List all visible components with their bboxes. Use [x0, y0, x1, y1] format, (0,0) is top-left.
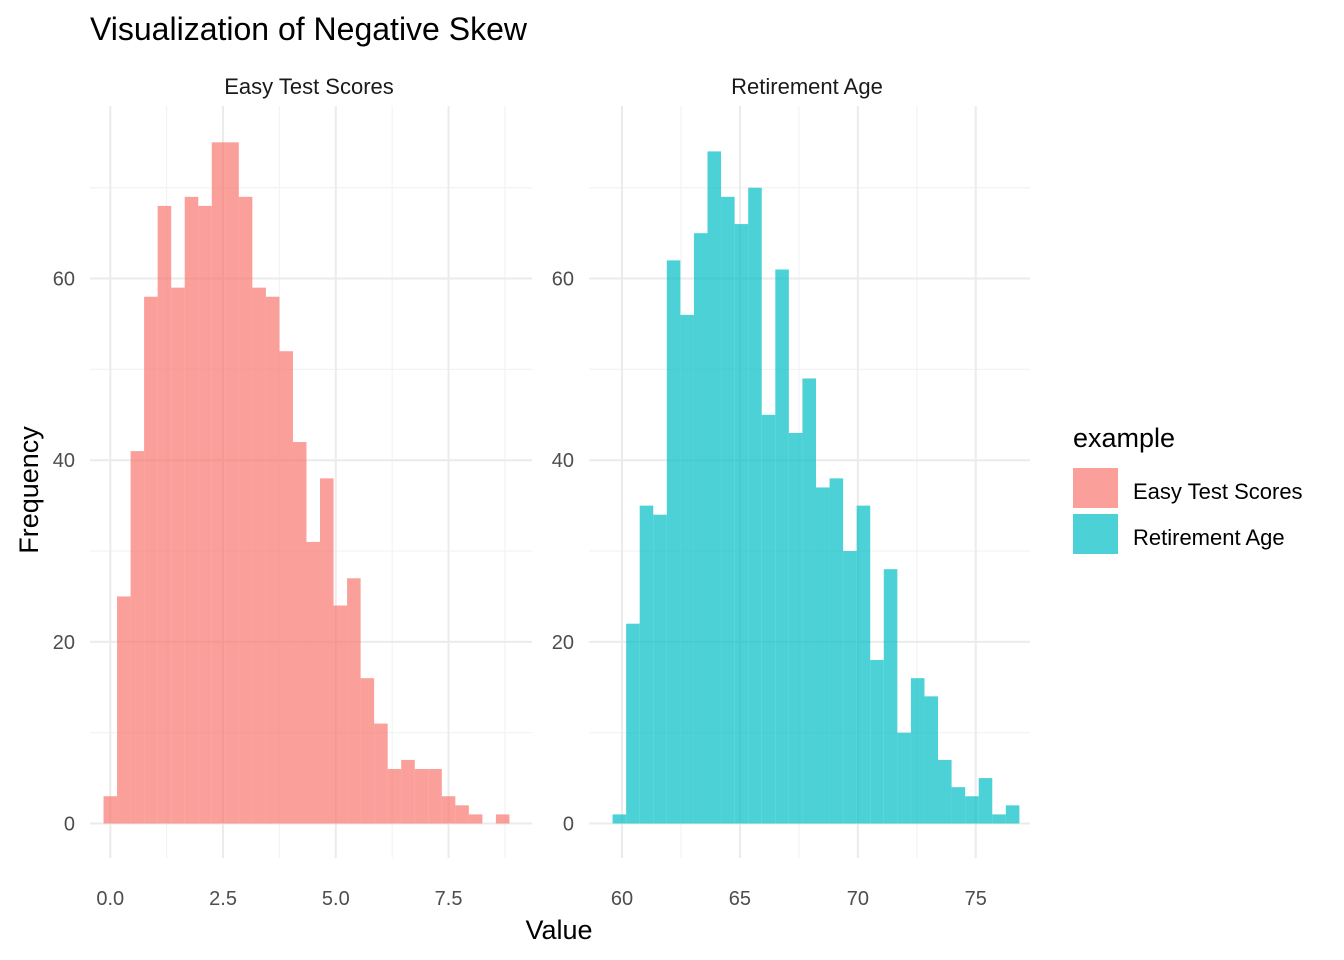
histogram-bar [666, 260, 681, 824]
histogram-bar [387, 768, 402, 824]
histogram-bar [211, 142, 226, 824]
histogram-bar [441, 796, 456, 824]
histogram-bar [225, 142, 239, 824]
histogram-bar [320, 478, 334, 824]
histogram-bar [157, 205, 172, 824]
histogram-bar [639, 505, 654, 824]
legend-title: example [1073, 423, 1175, 453]
histogram-bar [279, 351, 293, 824]
histogram-bar [117, 596, 131, 824]
histogram-bar [883, 569, 898, 824]
histogram-bar [360, 678, 375, 824]
histogram-bar [910, 678, 925, 824]
histogram-bar [870, 660, 884, 824]
histogram-bar [924, 696, 939, 824]
histogram-bar [333, 605, 348, 824]
x-axis-title: Value [525, 915, 592, 945]
panel-retirement-age: Retirement Age 0 20 40 60 60 65 70 75 [552, 74, 1030, 910]
histogram-bar [721, 196, 735, 824]
histogram-bar [130, 451, 145, 824]
strip-label-easy-test-scores: Easy Test Scores [224, 74, 394, 99]
panel-easy-test-scores: Easy Test Scores 0 20 40 60 0.0 2.5 5.0 7.5 [53, 74, 532, 910]
histogram-bar [252, 287, 266, 824]
y-tick-label: 40 [53, 450, 75, 472]
histogram-bar [707, 151, 722, 824]
histogram-bar [653, 514, 667, 824]
histogram-bar [680, 314, 694, 824]
x-tick-label: 70 [847, 888, 869, 910]
histogram-bar [414, 768, 429, 824]
histogram-bar [401, 759, 415, 824]
histogram-bar [788, 432, 803, 824]
legend-key-retirement-age [1073, 514, 1118, 554]
x-tick-label: 60 [611, 888, 633, 910]
histogram-bar [612, 814, 627, 824]
histogram-bar [198, 205, 212, 824]
histogram-bar [951, 787, 966, 824]
histogram-bar [978, 778, 993, 824]
legend-key-easy-test-scores [1073, 468, 1118, 508]
y-tick-label: 20 [552, 632, 574, 654]
y-tick-label: 60 [552, 269, 574, 291]
x-tick-label: 75 [965, 888, 987, 910]
y-axis-title: Frequency [14, 426, 44, 554]
histogram-bar [693, 233, 708, 824]
histogram-bar [748, 187, 762, 824]
bars-easy-test-scores [103, 142, 510, 824]
y-tick-label: 60 [53, 269, 75, 291]
legend-label-retirement-age: Retirement Age [1133, 525, 1285, 550]
histogram-bar [374, 723, 388, 824]
bars-retirement-age [612, 151, 1020, 824]
histogram-bar [347, 578, 361, 824]
histogram-bar [428, 768, 442, 824]
histogram-bar [306, 541, 321, 824]
histogram-bar [495, 814, 510, 824]
histogram-bar [856, 505, 871, 824]
histogram-bar [775, 269, 789, 824]
histogram-bar [965, 796, 979, 824]
x-tick-label: 5.0 [322, 888, 350, 910]
y-tick-label: 0 [563, 813, 574, 835]
legend-label-easy-test-scores: Easy Test Scores [1133, 479, 1303, 504]
x-tick-label: 0.0 [96, 888, 124, 910]
histogram-bar [265, 296, 280, 824]
x-tick-label: 7.5 [435, 888, 463, 910]
histogram-bar [1005, 805, 1020, 824]
histogram-bar [292, 442, 307, 824]
histogram-bar [761, 414, 776, 824]
histogram-bar [455, 805, 469, 824]
histogram-bar [815, 487, 830, 824]
x-tick-label: 2.5 [209, 888, 237, 910]
histogram-bar [938, 759, 952, 824]
strip-label-retirement-age: Retirement Age [731, 74, 883, 99]
histogram-bar [238, 196, 253, 824]
histogram-bar [843, 551, 857, 824]
histogram-bar [626, 623, 640, 824]
histogram-bar [734, 224, 749, 824]
chart-title: Visualization of Negative Skew [90, 11, 528, 47]
histogram-bar [468, 814, 483, 824]
histogram-bar [897, 732, 911, 824]
histogram-bar [184, 196, 199, 824]
y-tick-label: 20 [53, 632, 75, 654]
y-tick-label: 0 [64, 813, 75, 835]
legend: example Easy Test Scores Retirement Age [1073, 423, 1303, 554]
histogram-bar [171, 287, 185, 824]
histogram-bar [144, 296, 158, 824]
y-tick-label: 40 [552, 450, 574, 472]
x-tick-label: 65 [729, 888, 751, 910]
histogram-bar [103, 796, 118, 824]
histogram-bar [802, 378, 816, 824]
histogram-bar [829, 478, 844, 824]
histogram-bar [992, 814, 1006, 824]
